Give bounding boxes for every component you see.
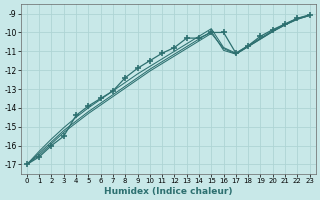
X-axis label: Humidex (Indice chaleur): Humidex (Indice chaleur) xyxy=(104,187,233,196)
